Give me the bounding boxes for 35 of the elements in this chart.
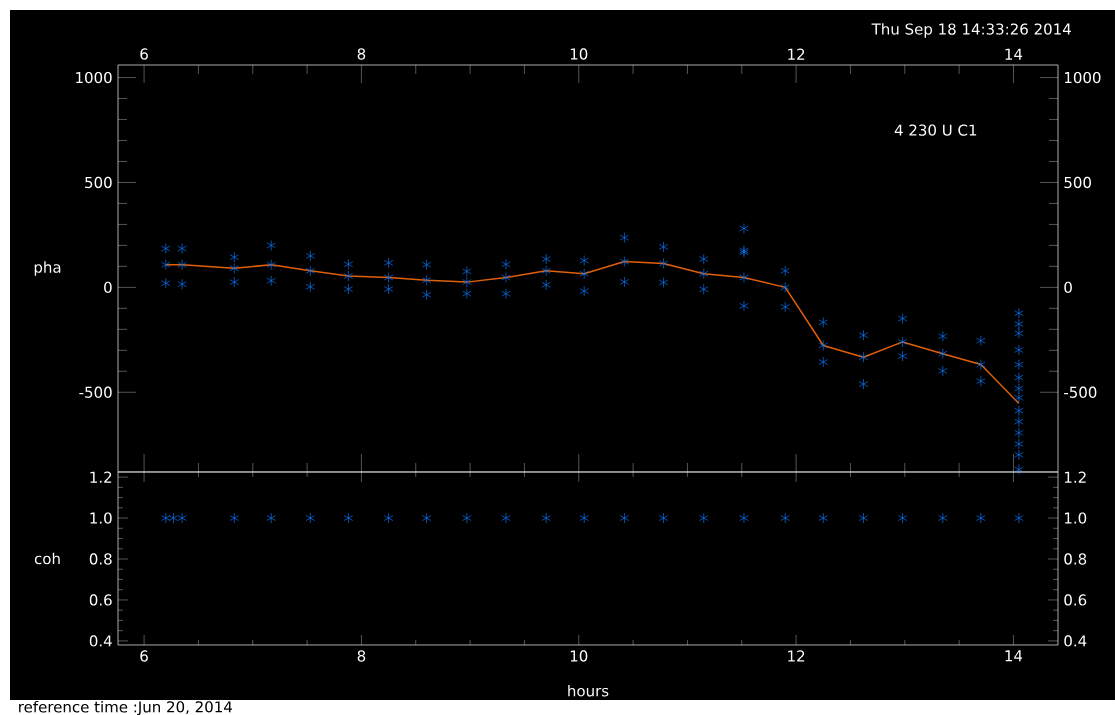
y2-tick-label: 500: [1064, 176, 1091, 188]
y2-tick-label: 1.0: [1064, 512, 1087, 524]
x-tick-label: 14: [1005, 650, 1023, 662]
y2-tick-label: 0.4: [1064, 635, 1087, 647]
y-tick-label: 1000: [76, 71, 112, 84]
line-series: [165, 260, 1020, 404]
y-tick-label: 0.4: [89, 635, 112, 647]
x-tick-label: 12: [788, 650, 805, 662]
text: Thu Sep 18 14:33:26 2014: [871, 22, 1071, 38]
y2-tick-label: 1.2: [1064, 471, 1086, 483]
x-tick-label: 6: [140, 650, 148, 662]
y-tick-label: 0.8: [89, 553, 112, 565]
y-tick-label: 0: [104, 281, 112, 293]
y-tick-label: 500: [85, 176, 112, 188]
x-tick-label: 8: [357, 48, 366, 60]
y-axis-title: pha: [34, 261, 61, 276]
y2-tick-label: 0.6: [1064, 594, 1087, 606]
text: reference time :Jun 20, 2014: [19, 700, 232, 715]
y2-tick-label: -500: [1064, 386, 1097, 398]
x-tick-label: 6: [140, 48, 148, 60]
x-tick-label: 10: [570, 48, 588, 60]
x-axis-title: hours: [568, 684, 609, 697]
x-tick-label: 10: [570, 650, 588, 662]
y2-tick-label: 1000: [1064, 71, 1101, 84]
annotation: 4 230 U C1: [894, 124, 977, 136]
y-axis-title: coh: [34, 552, 60, 565]
y-tick-label: 1.0: [90, 512, 112, 524]
y2-tick-label: 0: [1064, 281, 1072, 293]
y-tick-label: 0.6: [89, 594, 112, 606]
x-tick-label: 8: [357, 650, 366, 662]
y-tick-label: -500: [79, 386, 112, 398]
x-tick-label: 14: [1005, 48, 1023, 60]
y-tick-label: 1.2: [90, 471, 112, 483]
y2-tick-label: 0.8: [1064, 553, 1087, 565]
x-tick-label: 12: [788, 48, 805, 60]
